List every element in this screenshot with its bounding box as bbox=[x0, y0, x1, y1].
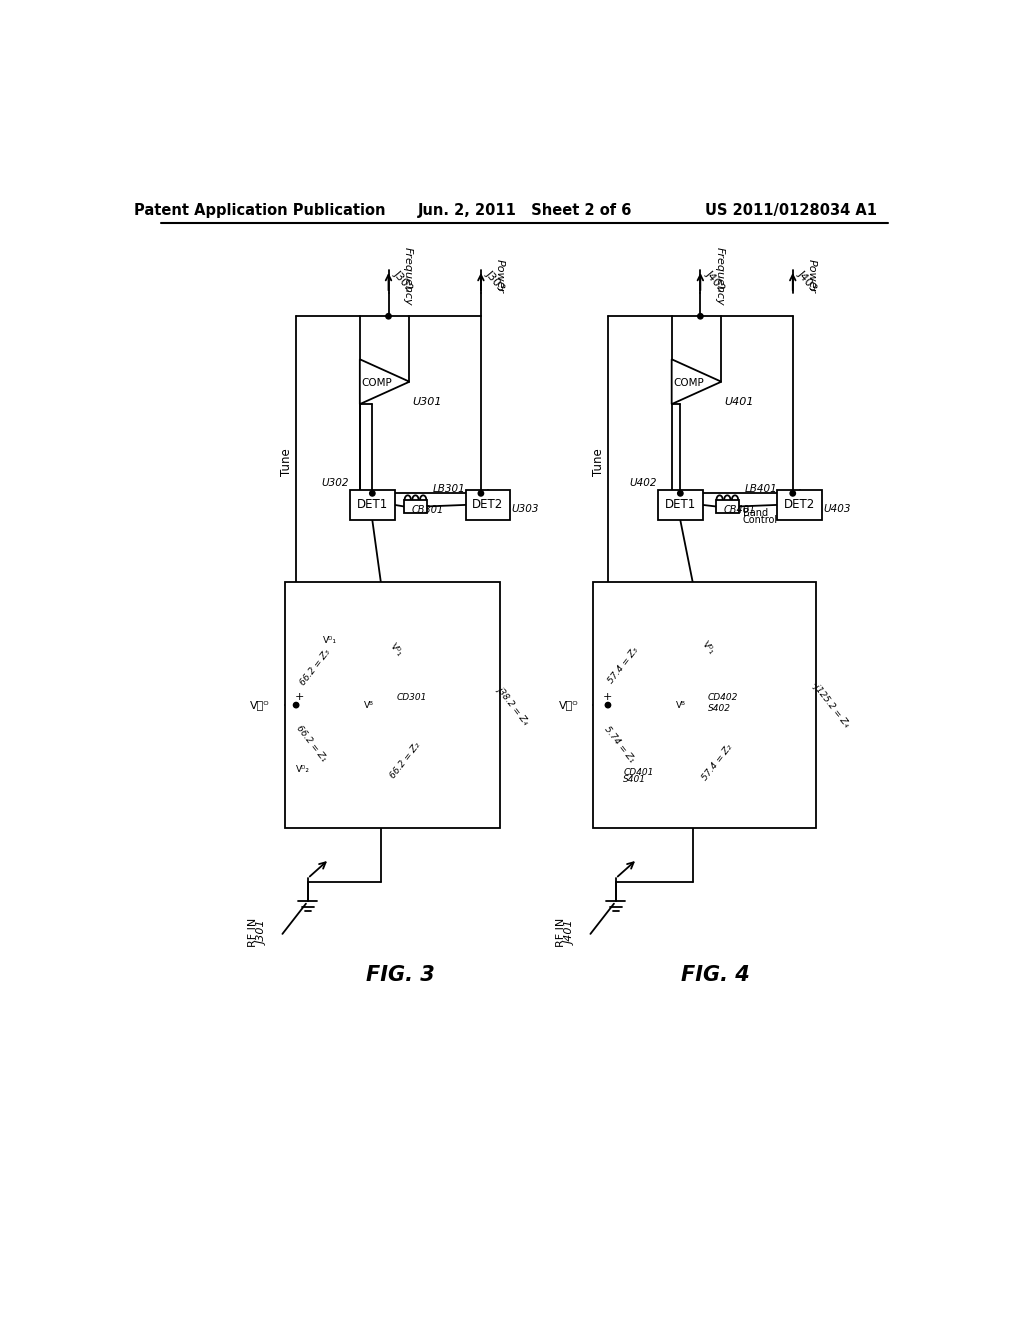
Text: RF IN: RF IN bbox=[249, 917, 258, 946]
Text: 66.2 = Z₂: 66.2 = Z₂ bbox=[388, 741, 422, 780]
Text: 66.2 = Z₁: 66.2 = Z₁ bbox=[295, 723, 329, 763]
Text: CD301: CD301 bbox=[396, 693, 427, 702]
Bar bbox=[466, 490, 510, 520]
Text: Control: Control bbox=[742, 515, 778, 525]
Text: U402: U402 bbox=[629, 478, 656, 487]
Text: J402: J402 bbox=[703, 268, 727, 293]
Text: DET2: DET2 bbox=[472, 499, 504, 511]
Text: Vᴮ: Vᴮ bbox=[365, 701, 374, 710]
Circle shape bbox=[386, 314, 391, 319]
Text: LB401: LB401 bbox=[744, 484, 777, 495]
Bar bbox=[285, 582, 500, 829]
Text: CD401: CD401 bbox=[624, 768, 653, 776]
Text: Vᴯᴼ: Vᴯᴼ bbox=[250, 700, 269, 710]
Text: Vᴰ₁: Vᴰ₁ bbox=[323, 636, 337, 645]
Text: Vᴰ₁: Vᴰ₁ bbox=[700, 640, 716, 656]
Text: U302: U302 bbox=[321, 478, 348, 487]
Text: 66.2 = Z₃: 66.2 = Z₃ bbox=[298, 647, 332, 686]
Text: CB401: CB401 bbox=[724, 506, 756, 515]
Text: DET1: DET1 bbox=[665, 499, 696, 511]
Text: S402: S402 bbox=[708, 705, 731, 713]
Text: U303: U303 bbox=[512, 504, 540, 513]
Text: U401: U401 bbox=[725, 397, 754, 407]
Text: Vᴮ: Vᴮ bbox=[676, 701, 686, 710]
Text: FIG. 4: FIG. 4 bbox=[681, 965, 751, 985]
Text: Tune: Tune bbox=[281, 449, 293, 477]
Text: J303: J303 bbox=[484, 268, 507, 293]
Text: Vᴯᴼ: Vᴯᴼ bbox=[559, 700, 579, 710]
Text: 57.4 = Z₃: 57.4 = Z₃ bbox=[606, 645, 640, 685]
Text: Band: Band bbox=[742, 508, 768, 517]
Bar bbox=[777, 490, 822, 520]
Bar bbox=[350, 490, 394, 520]
Circle shape bbox=[370, 491, 375, 496]
Circle shape bbox=[791, 491, 796, 496]
Text: U403: U403 bbox=[823, 504, 851, 513]
Text: RF IN: RF IN bbox=[556, 917, 566, 946]
Circle shape bbox=[678, 491, 683, 496]
Text: J302: J302 bbox=[391, 268, 415, 293]
Text: 5.74 = Z₁: 5.74 = Z₁ bbox=[602, 725, 636, 764]
Text: J301: J301 bbox=[258, 920, 267, 945]
Text: S401: S401 bbox=[624, 775, 646, 784]
Text: DET2: DET2 bbox=[784, 499, 815, 511]
Text: +: + bbox=[602, 693, 612, 702]
Text: U301: U301 bbox=[413, 397, 442, 407]
Text: COMP: COMP bbox=[361, 379, 392, 388]
Text: +: + bbox=[295, 693, 304, 702]
Text: Tune: Tune bbox=[592, 449, 605, 477]
Text: US 2011/0128034 A1: US 2011/0128034 A1 bbox=[706, 203, 878, 218]
Bar bbox=[593, 582, 816, 829]
Text: -j125.2 = Z₄: -j125.2 = Z₄ bbox=[810, 681, 851, 730]
Text: Vᴰ₁: Vᴰ₁ bbox=[388, 642, 404, 659]
Circle shape bbox=[478, 491, 483, 496]
Circle shape bbox=[605, 702, 610, 708]
Text: Vᴰ₂: Vᴰ₂ bbox=[296, 766, 310, 774]
Text: Power: Power bbox=[495, 259, 505, 293]
Bar bbox=[658, 490, 702, 520]
Circle shape bbox=[294, 702, 299, 708]
Text: LB301: LB301 bbox=[432, 484, 465, 495]
Text: CB301: CB301 bbox=[412, 506, 443, 515]
Text: j38.2 = Z₄: j38.2 = Z₄ bbox=[495, 684, 530, 726]
Circle shape bbox=[697, 314, 703, 319]
Text: 57.4 = Z₂: 57.4 = Z₂ bbox=[700, 743, 734, 781]
Text: FIG. 3: FIG. 3 bbox=[366, 965, 434, 985]
Text: DET1: DET1 bbox=[356, 499, 388, 511]
Text: COMP: COMP bbox=[674, 379, 705, 388]
Text: J403: J403 bbox=[796, 268, 819, 293]
Bar bbox=[716, 499, 739, 513]
Text: Frequency: Frequency bbox=[714, 247, 724, 305]
Text: Power: Power bbox=[807, 259, 816, 293]
Bar bbox=[403, 499, 427, 513]
Text: J401: J401 bbox=[565, 920, 575, 945]
Text: Patent Application Publication: Patent Application Publication bbox=[134, 203, 386, 218]
Text: CD402: CD402 bbox=[708, 693, 738, 702]
Text: Jun. 2, 2011   Sheet 2 of 6: Jun. 2, 2011 Sheet 2 of 6 bbox=[418, 203, 632, 218]
Text: Frequency: Frequency bbox=[402, 247, 413, 305]
